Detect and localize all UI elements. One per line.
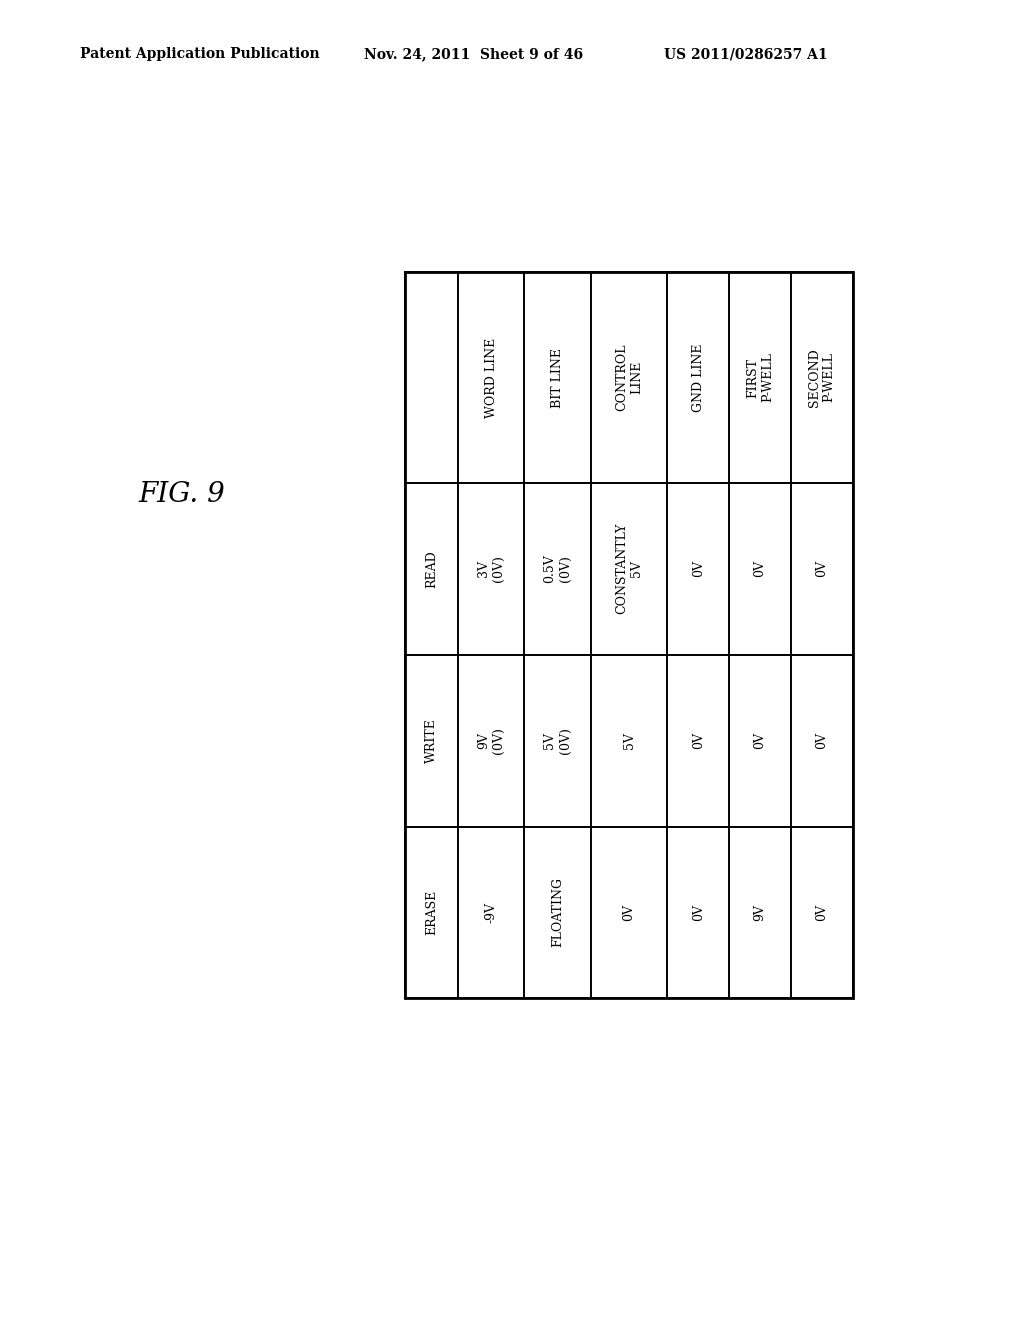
Text: 9V
(0V): 9V (0V) [477,727,505,754]
Text: WRITE: WRITE [425,718,438,763]
Text: 0V: 0V [692,733,705,748]
Text: 0.5V
(0V): 0.5V (0V) [544,554,571,583]
Text: CONSTANTLY
5V: CONSTANTLY 5V [615,523,643,614]
Text: 0V: 0V [754,733,767,748]
Text: ERASE: ERASE [425,890,438,935]
Text: 9V: 9V [754,904,767,920]
Text: 0V: 0V [815,904,828,920]
Text: 5V
(0V): 5V (0V) [544,727,571,754]
Text: FIG. 9: FIG. 9 [138,480,225,508]
Text: BIT LINE: BIT LINE [551,347,564,408]
Text: US 2011/0286257 A1: US 2011/0286257 A1 [664,48,827,61]
Text: 0V: 0V [754,560,767,577]
Text: 0V: 0V [815,560,828,577]
Text: -9V: -9V [484,902,498,923]
Text: SECOND
P-WELL: SECOND P-WELL [808,348,836,407]
Text: Nov. 24, 2011  Sheet 9 of 46: Nov. 24, 2011 Sheet 9 of 46 [364,48,583,61]
Text: 0V: 0V [623,904,636,920]
Text: WORD LINE: WORD LINE [484,338,498,417]
Text: 0V: 0V [692,560,705,577]
Text: FLOATING: FLOATING [551,876,564,948]
Text: CONTROL
LINE: CONTROL LINE [615,343,643,412]
Text: GND LINE: GND LINE [692,343,705,412]
Text: FIRST
P-WELL: FIRST P-WELL [746,352,774,403]
Text: 3V
(0V): 3V (0V) [477,556,505,582]
Text: 0V: 0V [692,904,705,920]
Text: 5V: 5V [623,733,636,748]
Text: READ: READ [425,550,438,587]
Text: 0V: 0V [815,733,828,748]
Text: Patent Application Publication: Patent Application Publication [80,48,319,61]
